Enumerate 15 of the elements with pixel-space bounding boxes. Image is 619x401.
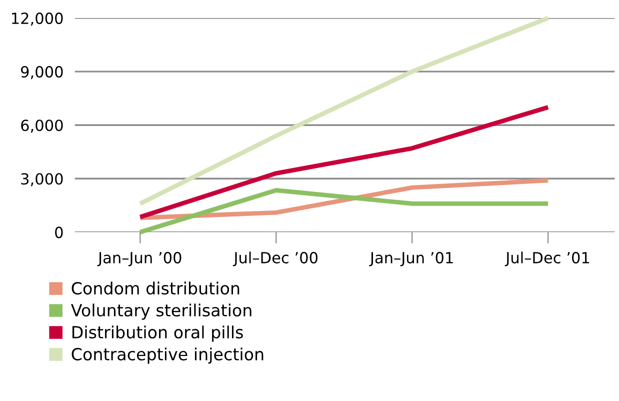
line-series bbox=[138, 105, 550, 220]
y-tick-label: 3,000 bbox=[21, 173, 63, 186]
y-tick-label: 6,000 bbox=[21, 120, 63, 133]
legend-label: Voluntary sterilisation bbox=[70, 304, 252, 320]
y-tick-label: 0 bbox=[55, 226, 63, 238]
legend-label: Distribution oral pills bbox=[72, 326, 243, 342]
line-series bbox=[138, 16, 550, 206]
x-tick-label: Jul–Dec ’01 bbox=[504, 252, 590, 266]
x-tick-label: Jul–Dec ’00 bbox=[232, 252, 318, 266]
legend-label: Contraceptive injection bbox=[72, 348, 264, 364]
x-tick-label: Jan–Jun ’01 bbox=[369, 252, 453, 266]
x-tick-label: Jan–Jun ’00 bbox=[97, 252, 182, 266]
y-tick-label: 9,000 bbox=[21, 66, 63, 80]
y-tick-label: 12,000 bbox=[12, 12, 63, 26]
legend-label: Condom distribution bbox=[72, 282, 240, 295]
